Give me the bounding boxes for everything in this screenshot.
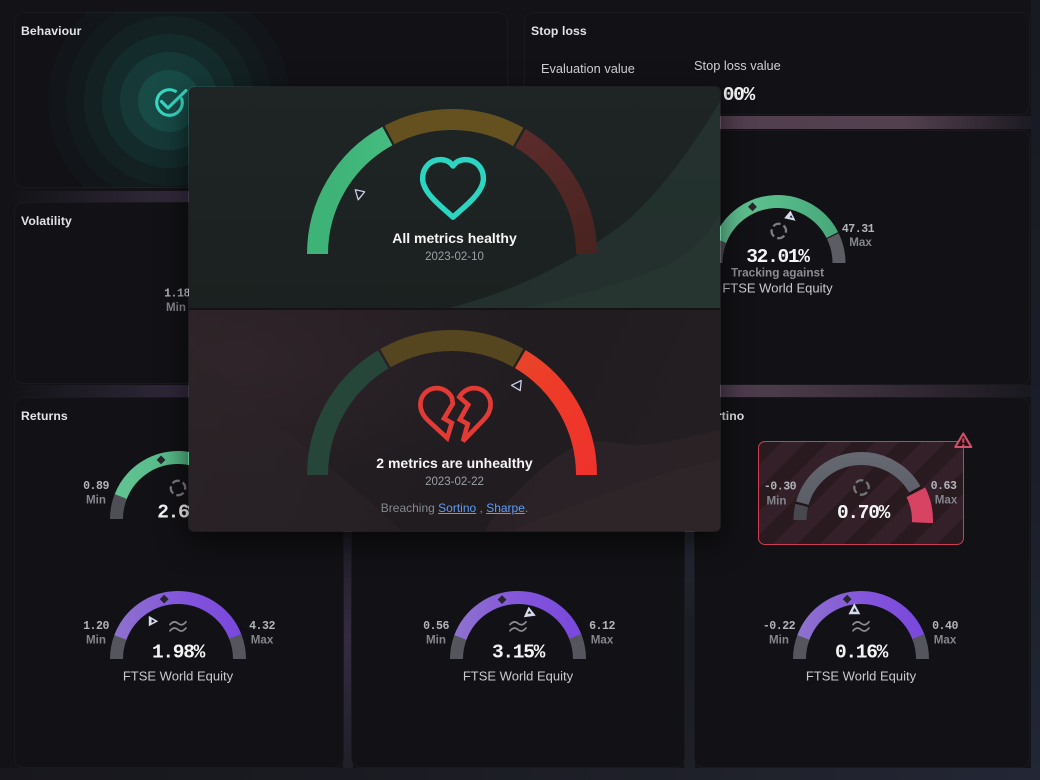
svg-text:47.31: 47.31: [842, 223, 875, 236]
svg-text:FTSE World Equity: FTSE World Equity: [806, 669, 917, 684]
svg-text:6.12: 6.12: [589, 620, 615, 633]
svg-text:4.32: 4.32: [249, 620, 275, 633]
svg-text:Stop loss value: Stop loss value: [694, 58, 781, 73]
svg-text:3.15%: 3.15%: [492, 642, 546, 664]
svg-text:Evaluation value: Evaluation value: [541, 61, 635, 76]
svg-text:-0.30: -0.30: [764, 481, 797, 494]
svg-text:FTSE World Equity: FTSE World Equity: [722, 281, 833, 296]
svg-text:Min: Min: [86, 494, 106, 507]
svg-text:1.98%: 1.98%: [152, 642, 206, 664]
svg-text:0.16%: 0.16%: [835, 642, 889, 664]
svg-text:Tracking against: Tracking against: [731, 266, 824, 280]
svg-text:Min: Min: [166, 301, 186, 314]
svg-text:Min: Min: [426, 634, 446, 647]
svg-text:1.20: 1.20: [83, 620, 109, 633]
svg-text:0.40: 0.40: [932, 620, 958, 633]
svg-text:Max: Max: [934, 634, 957, 647]
svg-text:Min: Min: [86, 634, 106, 647]
svg-text:Max: Max: [849, 236, 872, 249]
svg-text:1.18: 1.18: [164, 288, 190, 301]
svg-text:FTSE World Equity: FTSE World Equity: [123, 669, 234, 684]
svg-text:0.89: 0.89: [83, 480, 109, 493]
svg-text:32.01%: 32.01%: [746, 246, 810, 268]
svg-text:Max: Max: [251, 634, 274, 647]
svg-text:Min: Min: [769, 634, 789, 647]
svg-text:Max: Max: [935, 494, 958, 507]
svg-text:0.63: 0.63: [931, 480, 957, 493]
svg-text:Max: Max: [591, 634, 614, 647]
svg-text:FTSE World Equity: FTSE World Equity: [463, 669, 574, 684]
svg-text:0.56: 0.56: [423, 620, 449, 633]
svg-text:Min: Min: [767, 495, 787, 508]
svg-text:-0.22: -0.22: [763, 620, 796, 633]
svg-text:0.70%: 0.70%: [837, 502, 891, 524]
